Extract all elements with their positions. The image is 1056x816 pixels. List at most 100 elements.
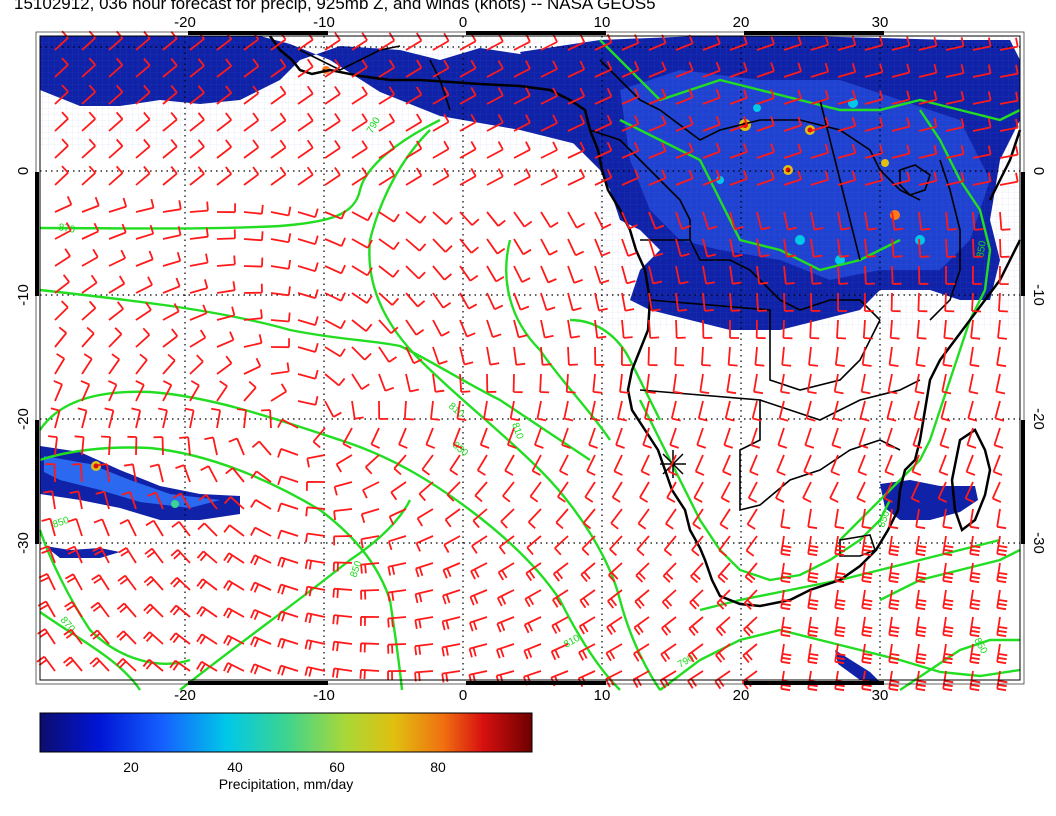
wind-barb bbox=[780, 535, 792, 557]
wind-barb bbox=[780, 562, 792, 584]
wind-barb bbox=[117, 574, 137, 591]
wind-barb bbox=[162, 303, 180, 321]
wind-barb bbox=[837, 171, 857, 186]
wind-barb bbox=[135, 111, 151, 132]
wind-barb bbox=[722, 454, 732, 476]
wind-barb bbox=[468, 643, 488, 658]
wind-barb bbox=[405, 265, 426, 280]
wind-barb bbox=[945, 238, 957, 258]
wind-barb bbox=[756, 35, 775, 51]
wind-barb bbox=[942, 346, 953, 367]
wind-barb bbox=[39, 545, 56, 564]
wind-barb bbox=[71, 463, 83, 483]
wind-barb bbox=[663, 535, 677, 557]
wind-barb bbox=[342, 427, 353, 449]
wind-barb bbox=[378, 59, 396, 78]
wind-barb bbox=[780, 670, 792, 692]
wind-barb bbox=[414, 643, 434, 656]
coastlines bbox=[268, 35, 1022, 608]
wind-barb bbox=[567, 141, 586, 159]
wind-barb bbox=[613, 454, 623, 476]
wind-barb bbox=[64, 601, 83, 618]
wind-barb bbox=[312, 427, 326, 449]
wind-barb bbox=[270, 58, 287, 78]
wind-barb bbox=[594, 168, 613, 186]
wind-barb bbox=[666, 481, 677, 503]
wind-barb bbox=[563, 400, 574, 422]
wind-barb bbox=[250, 663, 272, 675]
wind-barb bbox=[609, 535, 623, 556]
wind-barb bbox=[223, 662, 245, 674]
wind-barb bbox=[834, 535, 846, 557]
wind-barb bbox=[523, 643, 542, 660]
wind-barb bbox=[995, 373, 1006, 395]
wind-barb bbox=[863, 292, 874, 312]
border-line bbox=[839, 534, 876, 557]
wind-barb bbox=[551, 616, 569, 634]
wind-barb bbox=[104, 407, 115, 429]
lat-tick-label: -20 bbox=[1030, 408, 1047, 430]
wind-barb bbox=[888, 508, 899, 530]
border-line bbox=[599, 59, 921, 201]
wind-barb bbox=[670, 400, 681, 422]
wind-barb bbox=[486, 292, 504, 311]
wind-barb bbox=[351, 167, 368, 186]
wind-barb bbox=[756, 265, 769, 285]
wind-barb bbox=[834, 643, 846, 665]
wind-barb bbox=[747, 481, 758, 503]
wind-barb bbox=[472, 508, 488, 529]
wind-barb bbox=[837, 144, 857, 159]
wind-barb bbox=[432, 140, 450, 159]
wind-barb bbox=[223, 552, 245, 564]
wind-barb bbox=[216, 380, 228, 402]
wind-barb bbox=[189, 166, 205, 186]
wind-barb bbox=[270, 383, 288, 402]
wind-barb bbox=[884, 454, 895, 476]
wind-barb bbox=[891, 171, 911, 186]
wind-barb bbox=[216, 281, 236, 294]
wind-barb bbox=[999, 172, 1019, 186]
wind-barb bbox=[729, 116, 748, 132]
wind-barb bbox=[243, 334, 263, 348]
wind-barb bbox=[615, 427, 625, 449]
wind-barb bbox=[918, 211, 931, 231]
wind-barb bbox=[486, 168, 504, 186]
wind-barb bbox=[351, 140, 368, 159]
wind-barb bbox=[172, 492, 191, 510]
wind-barb bbox=[36, 655, 56, 672]
wind-barb bbox=[370, 427, 380, 449]
wind-barb bbox=[999, 118, 1019, 132]
wind-barb bbox=[297, 166, 314, 186]
wind-barb bbox=[861, 535, 873, 557]
wind-barb bbox=[81, 326, 95, 348]
precip-area-south-east bbox=[835, 650, 880, 682]
wind-barb bbox=[351, 373, 370, 390]
wind-barb bbox=[942, 562, 954, 584]
wind-barb bbox=[162, 328, 179, 348]
wind-barb bbox=[513, 238, 532, 256]
wind-barb bbox=[830, 454, 840, 476]
wind-barb bbox=[351, 86, 368, 105]
wind-barb bbox=[810, 211, 824, 231]
wind-barb bbox=[864, 63, 884, 78]
wind-barb bbox=[116, 658, 137, 672]
wind-barb bbox=[513, 211, 533, 228]
wind-barb bbox=[333, 535, 353, 546]
wind-barb bbox=[834, 508, 845, 530]
wind-barb bbox=[196, 633, 218, 645]
wind-barb bbox=[506, 427, 517, 449]
wind-barb bbox=[858, 427, 869, 449]
border-line bbox=[649, 299, 881, 391]
wind-barb bbox=[743, 616, 758, 637]
map-title: 15102912, 036 hour forecast for precip, … bbox=[14, 0, 656, 13]
wind-barb bbox=[999, 145, 1019, 159]
wind-barb bbox=[969, 562, 981, 584]
wind-barb bbox=[691, 535, 704, 557]
wind-barb bbox=[567, 60, 586, 78]
wind-barb bbox=[527, 508, 542, 529]
wind-barb bbox=[998, 265, 1009, 285]
lat-tick-label: -30 bbox=[15, 532, 32, 554]
wind-barb bbox=[888, 346, 899, 367]
wind-barb bbox=[81, 222, 100, 240]
wind-barb bbox=[594, 346, 605, 366]
